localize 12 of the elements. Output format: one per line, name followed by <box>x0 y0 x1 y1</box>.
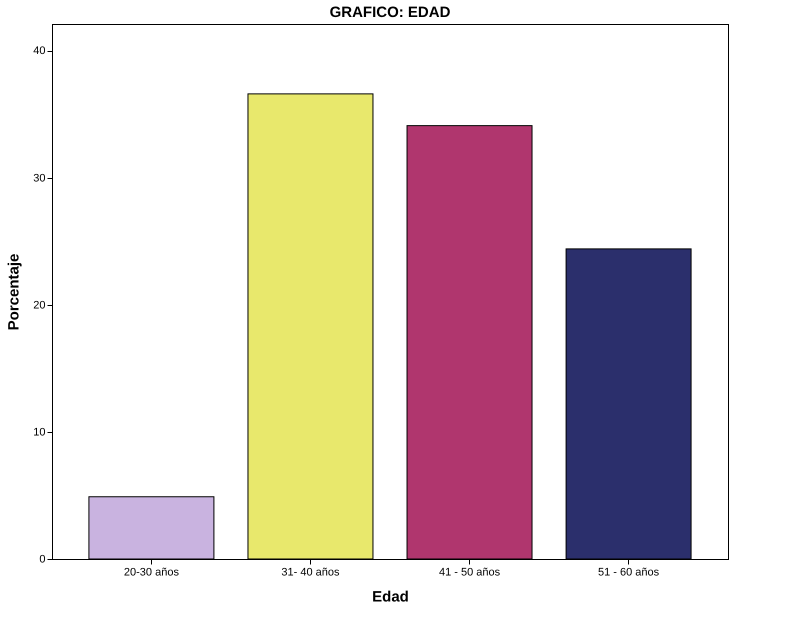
chart-title: GRAFICO: EDAD <box>330 4 451 21</box>
y-tick-label: 20 <box>33 299 46 312</box>
x-tick-label: 20-30 años <box>124 566 180 578</box>
x-tick-label: 41 - 50 años <box>438 566 501 578</box>
x-tick-label: 31- 40 años <box>281 566 340 578</box>
y-tick-label: 30 <box>33 172 46 184</box>
x-tick-label: 51 - 60 años <box>598 566 660 578</box>
y-tick-label: 40 <box>33 45 46 58</box>
y-tick-label: 10 <box>33 426 46 438</box>
y-tick-label: 0 <box>39 554 46 566</box>
x-axis-title: Edad <box>372 588 409 606</box>
y-axis-title: Porcentaje <box>5 254 22 330</box>
